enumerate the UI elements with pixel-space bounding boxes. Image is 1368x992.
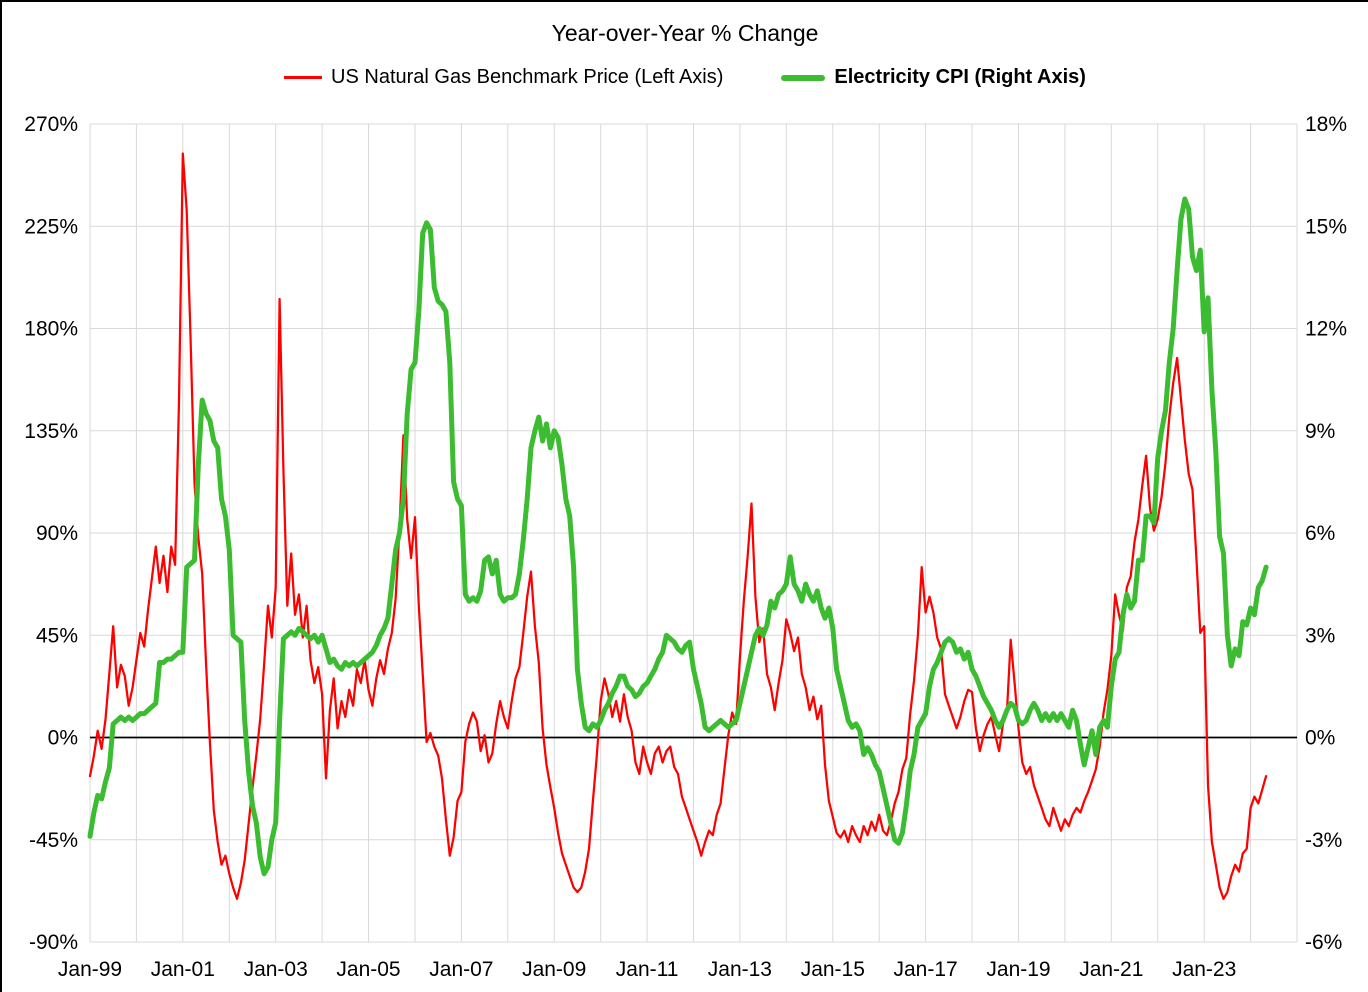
right-axis-tick-label: 12% (1305, 318, 1347, 341)
right-axis-tick-label: 9% (1305, 420, 1335, 443)
x-axis-tick-label: Jan-15 (801, 958, 865, 981)
left-axis-tick-label: 0% (48, 727, 78, 750)
legend: US Natural Gas Benchmark Price (Left Axi… (2, 66, 1368, 89)
right-axis-tick-label: 6% (1305, 522, 1335, 545)
right-axis-tick-label: 18% (1305, 113, 1347, 136)
right-axis-tick-label: -6% (1305, 931, 1342, 954)
left-axis-tick-label: 135% (24, 420, 78, 443)
legend-item-electricity-cpi: Electricity CPI (Right Axis) (781, 66, 1086, 89)
x-axis-tick-label: Jan-13 (708, 958, 772, 981)
left-axis-tick-label: -90% (29, 931, 78, 954)
right-axis-tick-label: 3% (1305, 624, 1335, 647)
legend-label-electricity-cpi: Electricity CPI (Right Axis) (834, 66, 1086, 88)
legend-swatch-natural-gas (284, 76, 323, 79)
left-axis-tick-label: -45% (29, 829, 78, 852)
legend-label-natural-gas: US Natural Gas Benchmark Price (Left Axi… (331, 66, 724, 88)
x-axis-tick-label: Jan-19 (986, 958, 1050, 981)
x-axis-tick-label: Jan-07 (429, 958, 493, 981)
x-axis-tick-label: Jan-99 (58, 958, 122, 981)
left-axis-tick-label: 270% (24, 113, 78, 136)
series-line-natural-gas (88, 152, 1268, 900)
x-axis-tick-label: Jan-11 (616, 958, 679, 981)
x-axis-tick-label: Jan-21 (1079, 958, 1143, 981)
x-axis-tick-label: Jan-09 (522, 958, 586, 981)
series-line-electricity-cpi (87, 196, 1269, 877)
x-axis-tick-label: Jan-01 (151, 958, 215, 981)
legend-item-natural-gas: US Natural Gas Benchmark Price (Left Axi… (284, 66, 723, 89)
legend-swatch-electricity-cpi (781, 74, 826, 81)
left-axis-tick-label: 45% (36, 624, 78, 647)
x-axis-tick-label: Jan-03 (244, 958, 308, 981)
left-axis-tick-label: 180% (24, 318, 78, 341)
left-axis-tick-label: 90% (36, 522, 78, 545)
x-axis-tick-label: Jan-05 (336, 958, 400, 981)
chart-title: Year-over-Year % Change (551, 20, 819, 46)
left-axis-tick-label: 225% (24, 215, 78, 238)
x-axis-tick-label: Jan-23 (1172, 958, 1236, 981)
right-axis-tick-label: 0% (1305, 727, 1335, 750)
x-axis-tick-label: Jan-17 (893, 958, 957, 981)
right-axis-tick-label: -3% (1305, 829, 1342, 852)
right-axis-tick-label: 15% (1305, 215, 1347, 238)
